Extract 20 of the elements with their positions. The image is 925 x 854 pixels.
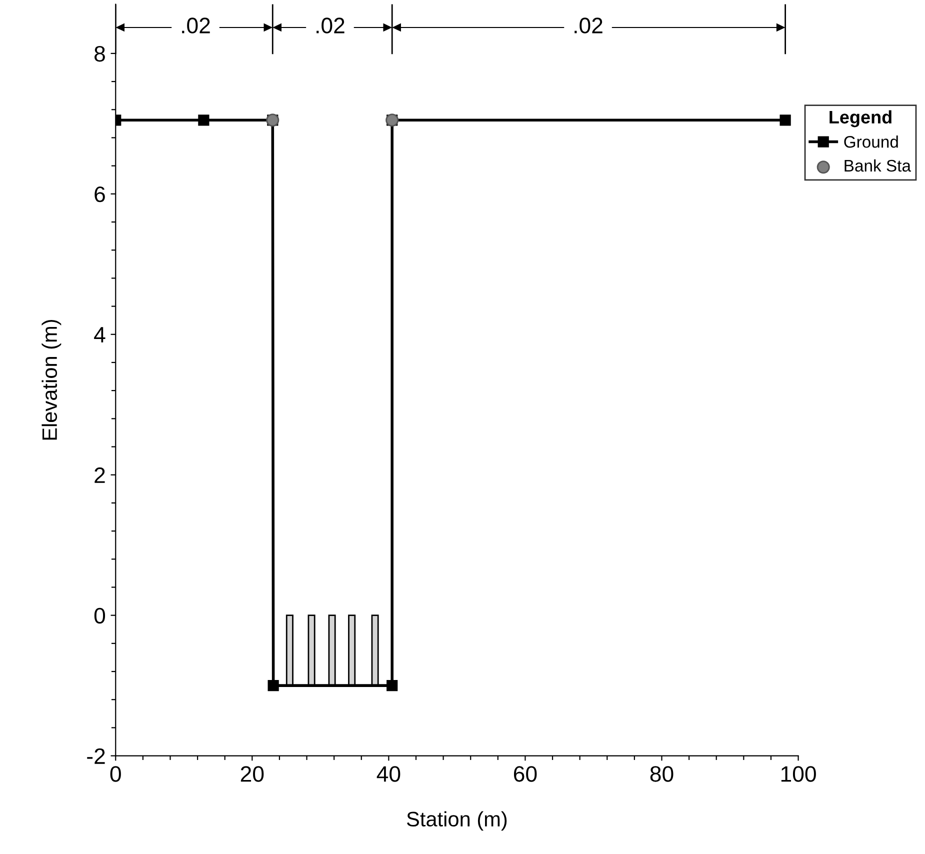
x-tick-label: 40 <box>376 766 400 782</box>
legend-label: Bank Sta <box>844 159 911 172</box>
y-tick-label: 6 <box>94 186 105 202</box>
y-tick-label: 0 <box>94 608 106 624</box>
y-tick-label: 2 <box>94 467 105 483</box>
x-tick-label: 80 <box>650 766 674 782</box>
legend-title: Legend <box>830 110 892 128</box>
legend-label: Ground <box>844 136 898 148</box>
y-axis-title: Elevation (m) <box>42 320 62 440</box>
y-tick-label: -2 <box>87 748 105 764</box>
x-tick-label: 60 <box>514 766 537 782</box>
x-axis-title: Station (m) <box>406 811 507 831</box>
annotation: .02 <box>182 18 210 34</box>
y-tick-label: 4 <box>94 327 106 342</box>
x-tick-label: 20 <box>240 766 264 782</box>
x-tick-label: 0 <box>110 766 121 782</box>
annotation: .02 <box>316 18 344 34</box>
y-tick-label: 8 <box>94 46 105 62</box>
annotation: .02 <box>574 18 602 34</box>
x-tick-label: 100 <box>781 766 816 782</box>
